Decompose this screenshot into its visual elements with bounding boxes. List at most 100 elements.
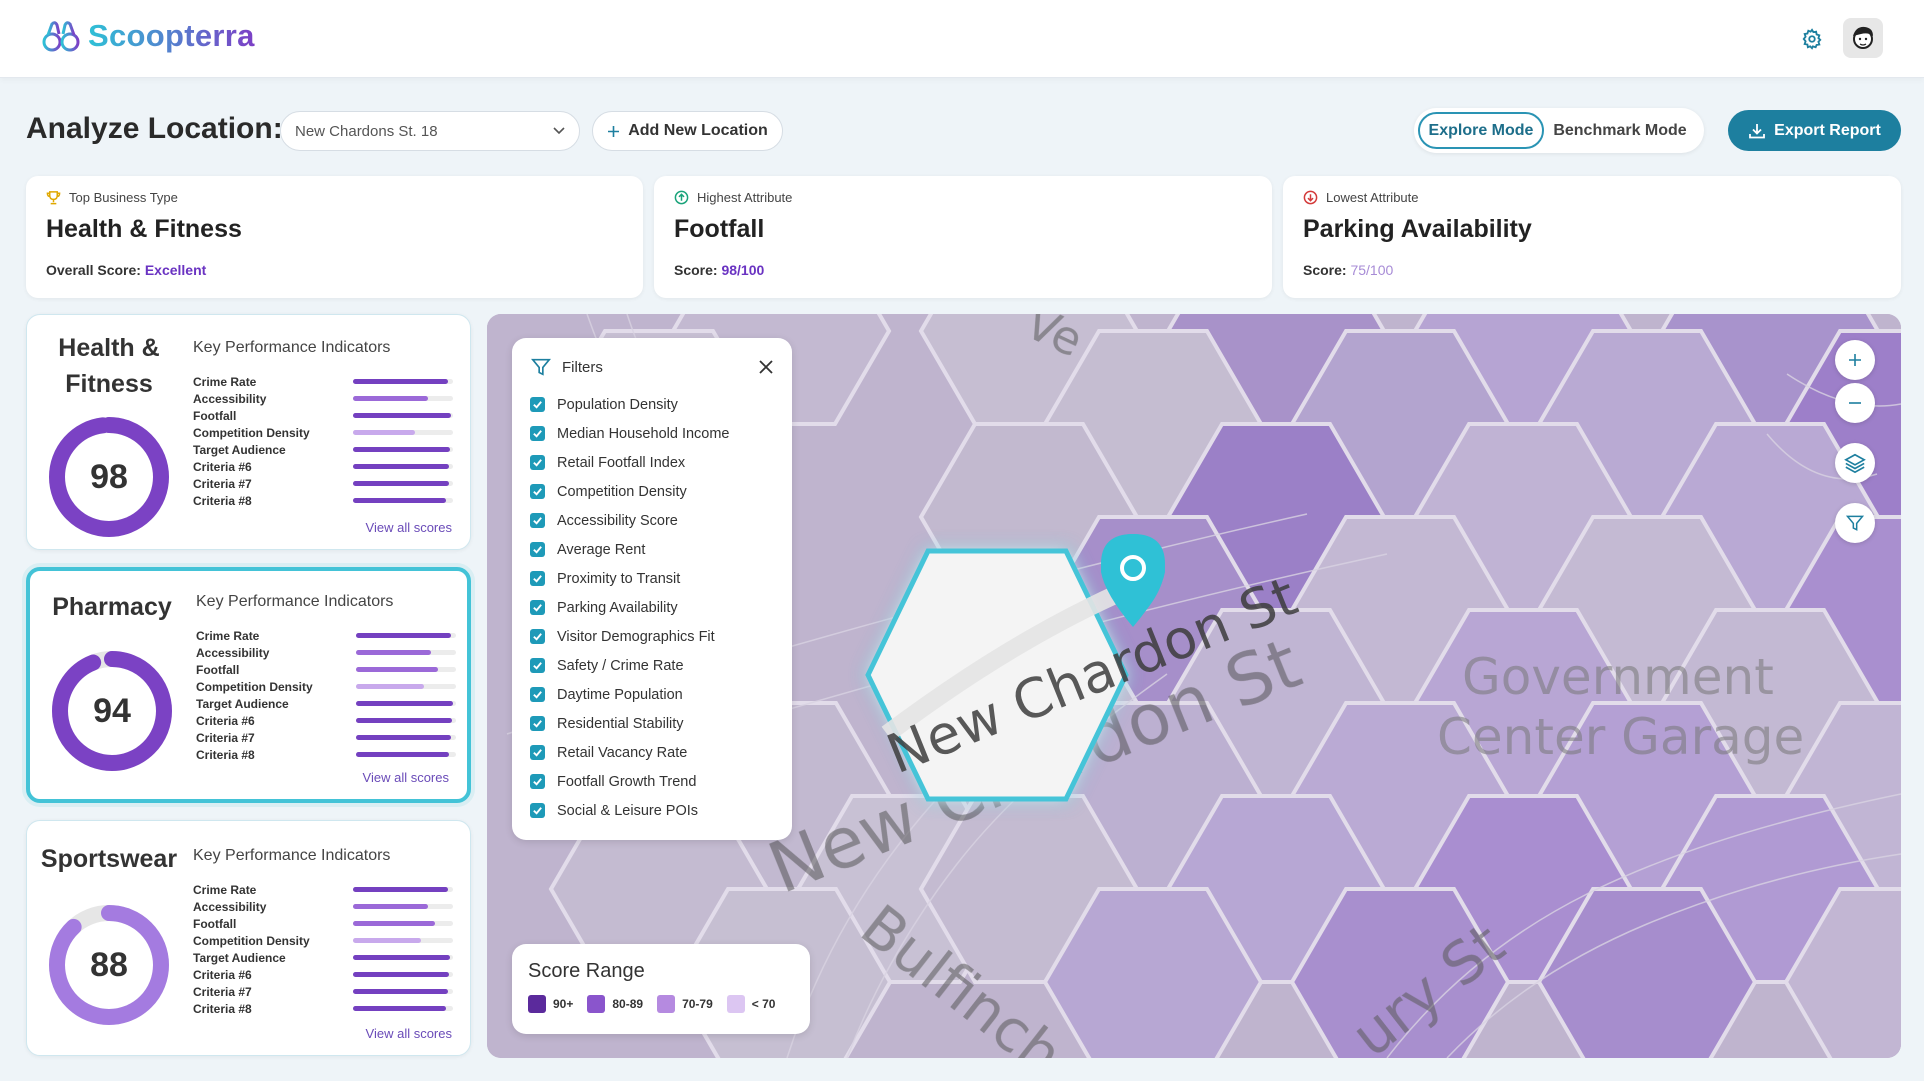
checkbox-checked-icon[interactable] bbox=[530, 803, 545, 818]
checkbox-checked-icon[interactable] bbox=[530, 455, 545, 470]
kpi-name: Criteria #6 bbox=[193, 967, 252, 982]
kpi-bar bbox=[353, 972, 453, 977]
checkbox-checked-icon[interactable] bbox=[530, 774, 545, 789]
business-name: Health & Fitness bbox=[58, 334, 160, 398]
filter-item[interactable]: Daytime Population bbox=[530, 680, 774, 709]
view-all-scores-link[interactable]: View all scores bbox=[362, 770, 449, 785]
filter-item[interactable]: Social & Leisure POIs bbox=[530, 796, 774, 825]
business-card-sportswear[interactable]: Sportswear 88 Key Performance Indicators… bbox=[26, 820, 471, 1056]
legend-swatch bbox=[657, 995, 676, 1013]
kpi-bar bbox=[353, 989, 453, 994]
map-canvas[interactable]: Ve New Chardon St Bulfinch ury St Govern… bbox=[487, 314, 1901, 1058]
kpi-row: Criteria #7 bbox=[193, 475, 453, 492]
kpi-bar-fill bbox=[353, 972, 449, 977]
filter-item[interactable]: Parking Availability bbox=[530, 593, 774, 622]
score-donut bbox=[49, 905, 169, 1025]
kpi-row: Footfall bbox=[193, 407, 453, 424]
checkbox-checked-icon[interactable] bbox=[530, 397, 545, 412]
map-label-place: Government bbox=[1462, 648, 1774, 706]
summary-score-label: Score: bbox=[674, 262, 718, 278]
summary-score-label: Score: bbox=[1303, 262, 1347, 278]
filter-item[interactable]: Safety / Crime Rate bbox=[530, 651, 774, 680]
filters-title: Filters bbox=[562, 358, 603, 376]
filter-list: Population Density Median Household Incom… bbox=[530, 390, 774, 825]
zoom-in-button[interactable] bbox=[1835, 340, 1875, 380]
summary-score-value: Excellent bbox=[144, 262, 207, 278]
view-all-scores-link[interactable]: View all scores bbox=[365, 1026, 452, 1041]
kpi-row: Criteria #7 bbox=[193, 983, 453, 1000]
filter-item[interactable]: Residential Stability bbox=[530, 709, 774, 738]
score-range-legend: Score Range 90+ 80-89 70-79 < 70 bbox=[512, 944, 810, 1034]
filter-item[interactable]: Retail Footfall Index bbox=[530, 448, 774, 477]
zoom-out-button[interactable] bbox=[1835, 383, 1875, 423]
filter-item[interactable]: Accessibility Score bbox=[530, 506, 774, 535]
kpi-row: Criteria #8 bbox=[193, 492, 453, 509]
filter-label: Social & Leisure POIs bbox=[557, 802, 699, 819]
checkbox-checked-icon[interactable] bbox=[530, 542, 545, 557]
kpi-bar bbox=[353, 481, 453, 486]
kpi-name: Crime Rate bbox=[196, 628, 260, 643]
add-location-button[interactable]: Add New Location bbox=[592, 111, 783, 151]
kpi-row: Criteria #7 bbox=[196, 729, 456, 746]
filter-item[interactable]: Retail Vacancy Rate bbox=[530, 738, 774, 767]
kpi-bar bbox=[353, 955, 453, 960]
checkbox-checked-icon[interactable] bbox=[530, 426, 545, 441]
trophy-icon bbox=[46, 191, 61, 205]
score-donut bbox=[49, 417, 169, 537]
checkbox-checked-icon[interactable] bbox=[530, 716, 545, 731]
checkbox-checked-icon[interactable] bbox=[530, 629, 545, 644]
checkbox-checked-icon[interactable] bbox=[530, 687, 545, 702]
kpi-name: Criteria #6 bbox=[196, 713, 255, 728]
export-report-button[interactable]: Export Report bbox=[1728, 110, 1901, 151]
kpi-row: Footfall bbox=[196, 661, 456, 678]
layers-button[interactable] bbox=[1835, 443, 1875, 483]
kpi-row: Target Audience bbox=[193, 441, 453, 458]
location-pin-icon[interactable] bbox=[1101, 534, 1165, 627]
summary-card-highest-attribute: Highest Attribute Footfall Score: 98/100 bbox=[654, 176, 1272, 298]
kpi-row: Criteria #8 bbox=[193, 1000, 453, 1017]
app-logo[interactable]: Scoopterra bbox=[42, 18, 255, 54]
location-select[interactable]: New Chardons St. 18 bbox=[280, 111, 580, 151]
plus-icon bbox=[608, 125, 620, 137]
filter-item[interactable]: Population Density bbox=[530, 390, 774, 419]
benchmark-mode-button[interactable]: Benchmark Mode bbox=[1553, 121, 1687, 139]
kpi-bar-fill bbox=[356, 667, 438, 672]
gear-icon[interactable] bbox=[1797, 24, 1827, 54]
map-filter-button[interactable] bbox=[1835, 503, 1875, 543]
checkbox-checked-icon[interactable] bbox=[530, 484, 545, 499]
kpi-row: Criteria #6 bbox=[196, 712, 456, 729]
score-value: 98 bbox=[90, 457, 128, 496]
checkbox-checked-icon[interactable] bbox=[530, 658, 545, 673]
checkbox-checked-icon[interactable] bbox=[530, 513, 545, 528]
summary-label: Top Business Type bbox=[69, 190, 178, 205]
kpi-bar-fill bbox=[356, 650, 431, 655]
explore-mode-button[interactable]: Explore Mode bbox=[1418, 112, 1544, 149]
kpi-bar-fill bbox=[356, 684, 424, 689]
checkbox-checked-icon[interactable] bbox=[530, 745, 545, 760]
view-all-scores-link[interactable]: View all scores bbox=[365, 520, 452, 535]
checkbox-checked-icon[interactable] bbox=[530, 571, 545, 586]
filter-item[interactable]: Median Household Income bbox=[530, 419, 774, 448]
kpi-row: Criteria #8 bbox=[196, 746, 456, 763]
filter-item[interactable]: Competition Density bbox=[530, 477, 774, 506]
kpi-bar bbox=[353, 396, 453, 401]
kpi-title: Key Performance Indicators bbox=[193, 339, 391, 356]
kpi-name: Target Audience bbox=[196, 696, 289, 711]
kpi-bar bbox=[356, 718, 456, 723]
filter-label: Retail Footfall Index bbox=[557, 454, 686, 471]
kpi-row: Criteria #6 bbox=[193, 966, 453, 983]
filter-label: Residential Stability bbox=[557, 715, 684, 732]
filter-item[interactable]: Average Rent bbox=[530, 535, 774, 564]
kpi-name: Criteria #8 bbox=[193, 1001, 252, 1016]
filter-item[interactable]: Footfall Growth Trend bbox=[530, 767, 774, 796]
checkbox-checked-icon[interactable] bbox=[530, 600, 545, 615]
business-card-pharmacy[interactable]: Pharmacy 94 Key Performance Indicators C… bbox=[26, 567, 471, 803]
filter-item[interactable]: Proximity to Transit bbox=[530, 564, 774, 593]
close-icon[interactable] bbox=[758, 359, 774, 375]
business-card-health-fitness[interactable]: Health & Fitness 98 Key Performance Indi… bbox=[26, 314, 471, 550]
summary-label: Lowest Attribute bbox=[1326, 190, 1419, 205]
user-avatar-icon[interactable] bbox=[1843, 18, 1883, 58]
kpi-row: Criteria #6 bbox=[193, 458, 453, 475]
kpi-bar bbox=[356, 701, 456, 706]
filter-item[interactable]: Visitor Demographics Fit bbox=[530, 622, 774, 651]
